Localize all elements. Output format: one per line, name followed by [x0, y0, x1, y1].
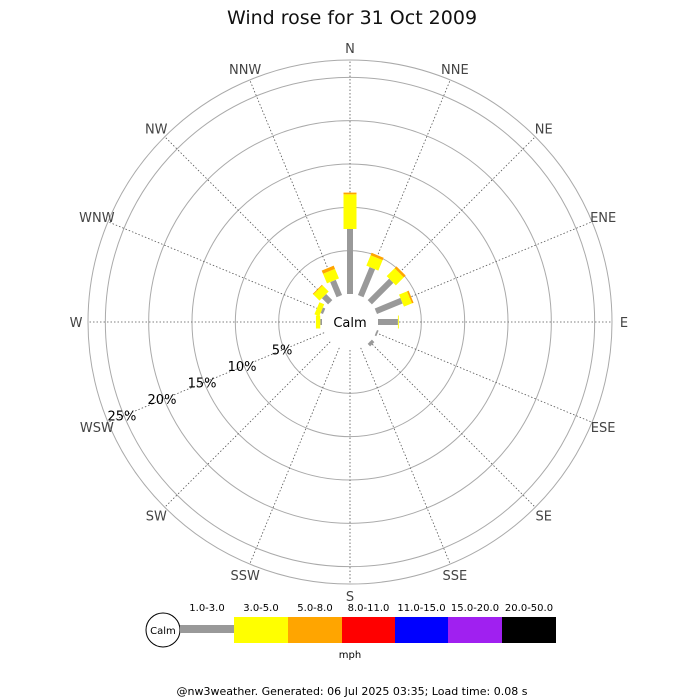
- bar-wnw-band-1: [314, 302, 325, 317]
- legend-label-band-1: 3.0-5.0: [243, 603, 278, 614]
- chart-title: Wind rose for 31 Oct 2009: [227, 7, 477, 29]
- direction-label-e: E: [620, 316, 628, 331]
- direction-label-se: SE: [536, 510, 552, 525]
- direction-label-sse: SSE: [442, 569, 467, 584]
- spoke-se: [369, 341, 536, 508]
- ring-25: [104, 76, 596, 568]
- ring-label-15: 15%: [188, 376, 217, 391]
- legend-swatch-band-0: [180, 625, 234, 633]
- bar-ene-band-1: [399, 291, 412, 307]
- legend-swatch-band-5: [448, 617, 502, 643]
- legend-swatch-band-2: [288, 617, 342, 643]
- ring-label-20: 20%: [148, 393, 177, 408]
- ring-label-5: 5%: [272, 343, 293, 358]
- direction-label-w: W: [70, 316, 83, 331]
- ring-20: [148, 120, 552, 524]
- direction-label-ssw: SSW: [230, 569, 260, 584]
- direction-label-nnw: NNW: [229, 63, 261, 78]
- bar-ne-band-1: [386, 268, 404, 286]
- bar-wnw-band-0: [320, 307, 326, 315]
- spoke-wsw: [107, 332, 325, 423]
- ring-label-10: 10%: [228, 360, 257, 375]
- direction-labels: N NNE NE ENE E ESE SE SSE S SSW SW WSW W WNW NW NNW: [70, 42, 629, 605]
- legend-label-band-2: 5.0-8.0: [297, 603, 332, 614]
- bar-nne-band-2: [370, 252, 384, 261]
- legend-swatch-band-1: [234, 617, 288, 643]
- legend-label-band-6: 20.0-50.0: [505, 603, 553, 614]
- ring-labels: 5% 10% 15% 20% 25%: [108, 343, 293, 424]
- bar-ne-band-0: [367, 278, 394, 305]
- spoke-nw: [164, 136, 331, 303]
- legend-swatch-band-3: [342, 617, 395, 643]
- direction-label-nw: NW: [145, 122, 168, 137]
- ring-label-25: 25%: [108, 410, 137, 425]
- bar-nnw-band-1: [322, 268, 339, 284]
- calm-disc: [324, 296, 376, 348]
- bar-nne-band-1: [366, 255, 383, 271]
- direction-label-wnw: WNW: [79, 211, 115, 226]
- bar-ene-band-2: [407, 290, 414, 304]
- legend-swatch-band-4: [395, 617, 448, 643]
- legend-calm-label: Calm: [150, 626, 176, 637]
- bar-nnw-band-2: [321, 265, 336, 274]
- wind-bars: [312, 192, 414, 347]
- bar-nw-band-1: [313, 285, 329, 301]
- spoke-ssw: [249, 347, 340, 565]
- bar-ese-band-0: [374, 329, 379, 337]
- bar-nne-band-0: [357, 266, 376, 298]
- legend-label-band-0: 1.0-3.0: [189, 603, 224, 614]
- bar-se-band-0: [367, 339, 375, 347]
- direction-label-n: N: [345, 42, 355, 57]
- calm-label: Calm: [333, 316, 366, 331]
- direction-label-wsw: WSW: [80, 421, 114, 436]
- calm-circle: Calm: [324, 296, 376, 348]
- direction-spokes: [88, 60, 612, 584]
- direction-label-sw: SW: [146, 510, 167, 525]
- spoke-sw: [164, 341, 331, 508]
- direction-label-s: S: [346, 590, 354, 605]
- bar-nw-band-2: [312, 284, 323, 295]
- outer-ring: [87, 59, 613, 585]
- direction-label-nne: NNE: [441, 63, 469, 78]
- legend: Calm 1.0-3.0 3.0-5.0 5.0-8.0 8.0-11.0 11.0-15…: [145, 603, 556, 661]
- spoke-nnw: [249, 79, 340, 297]
- direction-label-ne: NE: [535, 122, 553, 137]
- bar-nw-band-0: [321, 293, 333, 305]
- legend-swatch-band-6: [502, 617, 556, 643]
- spoke-wnw: [107, 221, 325, 312]
- direction-label-ese: ESE: [591, 421, 616, 436]
- spoke-ese: [375, 332, 593, 423]
- legend-label-band-3: 8.0-11.0: [348, 603, 390, 614]
- spoke-ene: [375, 221, 593, 312]
- legend-label-band-4: 11.0-15.0: [397, 603, 445, 614]
- footer-text: @nw3weather. Generated: 06 Jul 2025 03:3…: [177, 685, 528, 698]
- bar-nnw-band-0: [330, 279, 343, 298]
- legend-label-band-5: 15.0-20.0: [451, 603, 499, 614]
- spoke-sse: [360, 347, 451, 565]
- bar-ene-band-0: [374, 297, 403, 315]
- bar-ne-band-2: [394, 266, 406, 278]
- legend-unit-label: mph: [339, 650, 361, 661]
- direction-label-ene: ENE: [590, 211, 616, 226]
